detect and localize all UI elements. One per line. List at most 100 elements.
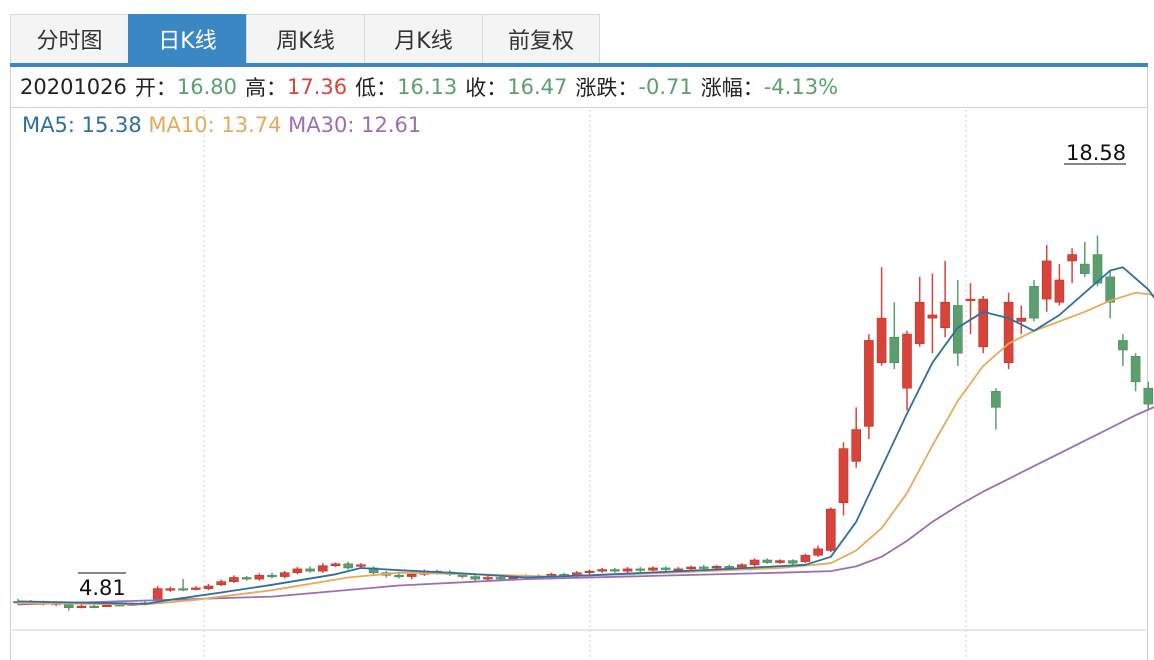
candle-body xyxy=(1003,301,1014,364)
candle-body xyxy=(1054,279,1065,303)
tab-forward-adjusted[interactable]: 前复权 xyxy=(482,14,600,64)
candle-body xyxy=(254,574,265,580)
candle-body xyxy=(686,566,696,570)
info-close-value: 16.47 xyxy=(507,75,568,99)
candle-body xyxy=(813,548,823,556)
info-date: 20201026 xyxy=(20,75,127,99)
candle-body xyxy=(825,508,836,551)
candle-body xyxy=(876,317,887,364)
candles-layer xyxy=(13,235,1154,611)
max-price-label: 18.58 xyxy=(1066,141,1126,165)
candle-body xyxy=(800,554,811,562)
info-pct-label: 涨幅： xyxy=(700,76,764,100)
candle-body xyxy=(1130,356,1141,383)
ma5-legend: MA5: 15.38 xyxy=(22,113,142,137)
candle-body xyxy=(749,559,760,566)
candle-body xyxy=(483,577,493,580)
chart-tabs: 分时图 日K线 周K线 月K线 前复权 xyxy=(10,14,600,64)
candle-body xyxy=(838,448,849,504)
candle-body xyxy=(343,563,354,569)
candle-body xyxy=(406,574,417,577)
candle-body xyxy=(648,567,658,571)
candle-body xyxy=(76,605,87,608)
ma-legend: MA5: 15.38 MA10: 13.74 MA30: 12.61 xyxy=(22,113,421,137)
candle-body xyxy=(1105,276,1115,303)
ma5-line xyxy=(17,266,1154,605)
candle-body xyxy=(267,574,277,578)
candle-body xyxy=(102,604,112,607)
ma30-legend: MA30: 12.61 xyxy=(288,113,422,137)
candle-body xyxy=(216,581,226,586)
candle-body xyxy=(889,336,900,364)
candle-body xyxy=(241,577,252,580)
candle-body xyxy=(622,568,633,572)
candle-body xyxy=(698,566,709,569)
extreme-labels-layer: 18.58 4.81 xyxy=(78,141,1126,600)
candle-body xyxy=(89,605,99,608)
min-price-label: 4.81 xyxy=(79,576,126,600)
candle-body xyxy=(673,568,684,571)
ma-lines-layer xyxy=(17,266,1154,606)
candle-body xyxy=(787,560,798,564)
candle-body xyxy=(1041,260,1052,300)
info-open-label: 开： xyxy=(134,76,177,100)
candle-body xyxy=(1029,286,1039,319)
candle-body xyxy=(775,560,785,563)
info-low-value: 16.13 xyxy=(397,75,458,99)
candle-body xyxy=(1118,340,1128,351)
info-high-value: 17.36 xyxy=(287,75,348,99)
candle-body xyxy=(635,568,646,571)
candle-body xyxy=(305,568,315,572)
candle-body xyxy=(191,587,201,590)
candle-body xyxy=(991,391,1001,408)
candle-body xyxy=(610,569,620,572)
candle-body xyxy=(902,333,912,389)
candle-body xyxy=(711,566,722,569)
candle-body xyxy=(978,298,989,348)
candle-body xyxy=(952,305,963,354)
candle-body xyxy=(864,340,874,427)
tab-underline xyxy=(10,63,1148,67)
candle-body xyxy=(279,572,290,577)
info-close-label: 收： xyxy=(465,76,508,100)
candle-body xyxy=(1092,254,1103,284)
candle-body xyxy=(64,604,74,609)
info-open-value: 16.80 xyxy=(176,75,238,99)
info-change-value: -0.71 xyxy=(638,75,693,99)
candle-body xyxy=(229,577,239,582)
candle-body xyxy=(851,429,862,462)
candle-body xyxy=(330,563,341,567)
candle-body xyxy=(356,564,366,567)
tab-intraday[interactable]: 分时图 xyxy=(10,14,128,64)
candle-body xyxy=(965,298,976,301)
candle-body xyxy=(1143,387,1154,405)
candle-body xyxy=(737,564,747,568)
candle-body xyxy=(317,565,328,572)
info-low-label: 低： xyxy=(355,76,398,100)
chart-grid xyxy=(12,110,1146,660)
candle-body xyxy=(152,588,163,601)
candle-body xyxy=(927,314,938,319)
info-change-label: 涨跌： xyxy=(575,76,639,100)
candle-body xyxy=(165,588,176,591)
candle-body xyxy=(940,301,950,329)
candle-body xyxy=(914,301,925,344)
candle-body xyxy=(1016,317,1027,322)
candle-body xyxy=(1067,254,1077,262)
candle-body xyxy=(762,559,773,563)
tab-daily-k[interactable]: 日K线 xyxy=(128,14,246,64)
candle-body xyxy=(203,585,214,589)
candle-body xyxy=(470,576,481,580)
candle-body xyxy=(1080,263,1090,274)
info-pct-value: -4.13% xyxy=(763,75,839,99)
candle-body xyxy=(495,577,506,580)
candle-body xyxy=(584,570,595,574)
ohlc-info-bar: 20201026 开： 16.80 高： 17.36 低： 16.13 收： 1… xyxy=(10,67,1148,108)
candle-body xyxy=(394,574,404,578)
candle-body xyxy=(178,588,188,591)
candle-body xyxy=(660,567,671,570)
ma10-legend: MA10: 13.74 xyxy=(148,113,282,137)
candle-body xyxy=(292,568,303,574)
info-high-label: 高： xyxy=(245,76,288,100)
